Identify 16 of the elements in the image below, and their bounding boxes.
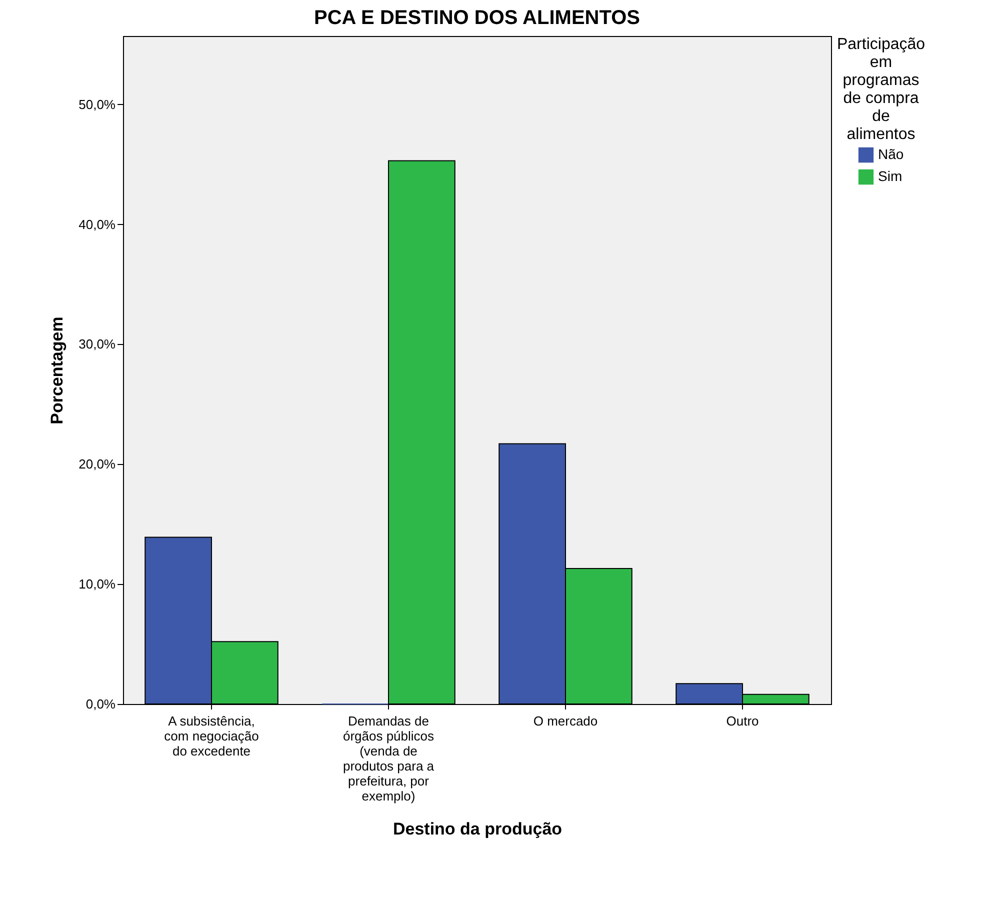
chart-title: PCA E DESTINO DOS ALIMENTOS	[314, 7, 640, 29]
legend-title: Participação em programas de compra de alimentos	[836, 36, 926, 143]
y-axis-title: Porcentagem	[48, 316, 67, 424]
x-tick-label: Outro	[726, 714, 759, 728]
x-tick-label: A subsistência, com negociação do excedente	[164, 714, 259, 758]
legend-label: Não	[878, 146, 904, 162]
y-tick-label: 30,0%	[78, 336, 116, 352]
x-tick-label: Demandas de órgãos públicos (venda de produtos para a prefeitura, por exemplo)	[342, 714, 435, 804]
x-axis-title: Destino da produção	[392, 820, 562, 838]
y-tick-label: 0,0%	[86, 696, 116, 712]
y-tick-label: 40,0%	[78, 216, 116, 232]
y-tick-label: 10,0%	[78, 576, 116, 592]
x-tick-label: O mercado	[533, 714, 598, 728]
y-tick-label: 20,0%	[78, 456, 116, 472]
y-tick-label: 50,0%	[78, 96, 116, 112]
legend-label: Sim	[878, 168, 902, 184]
